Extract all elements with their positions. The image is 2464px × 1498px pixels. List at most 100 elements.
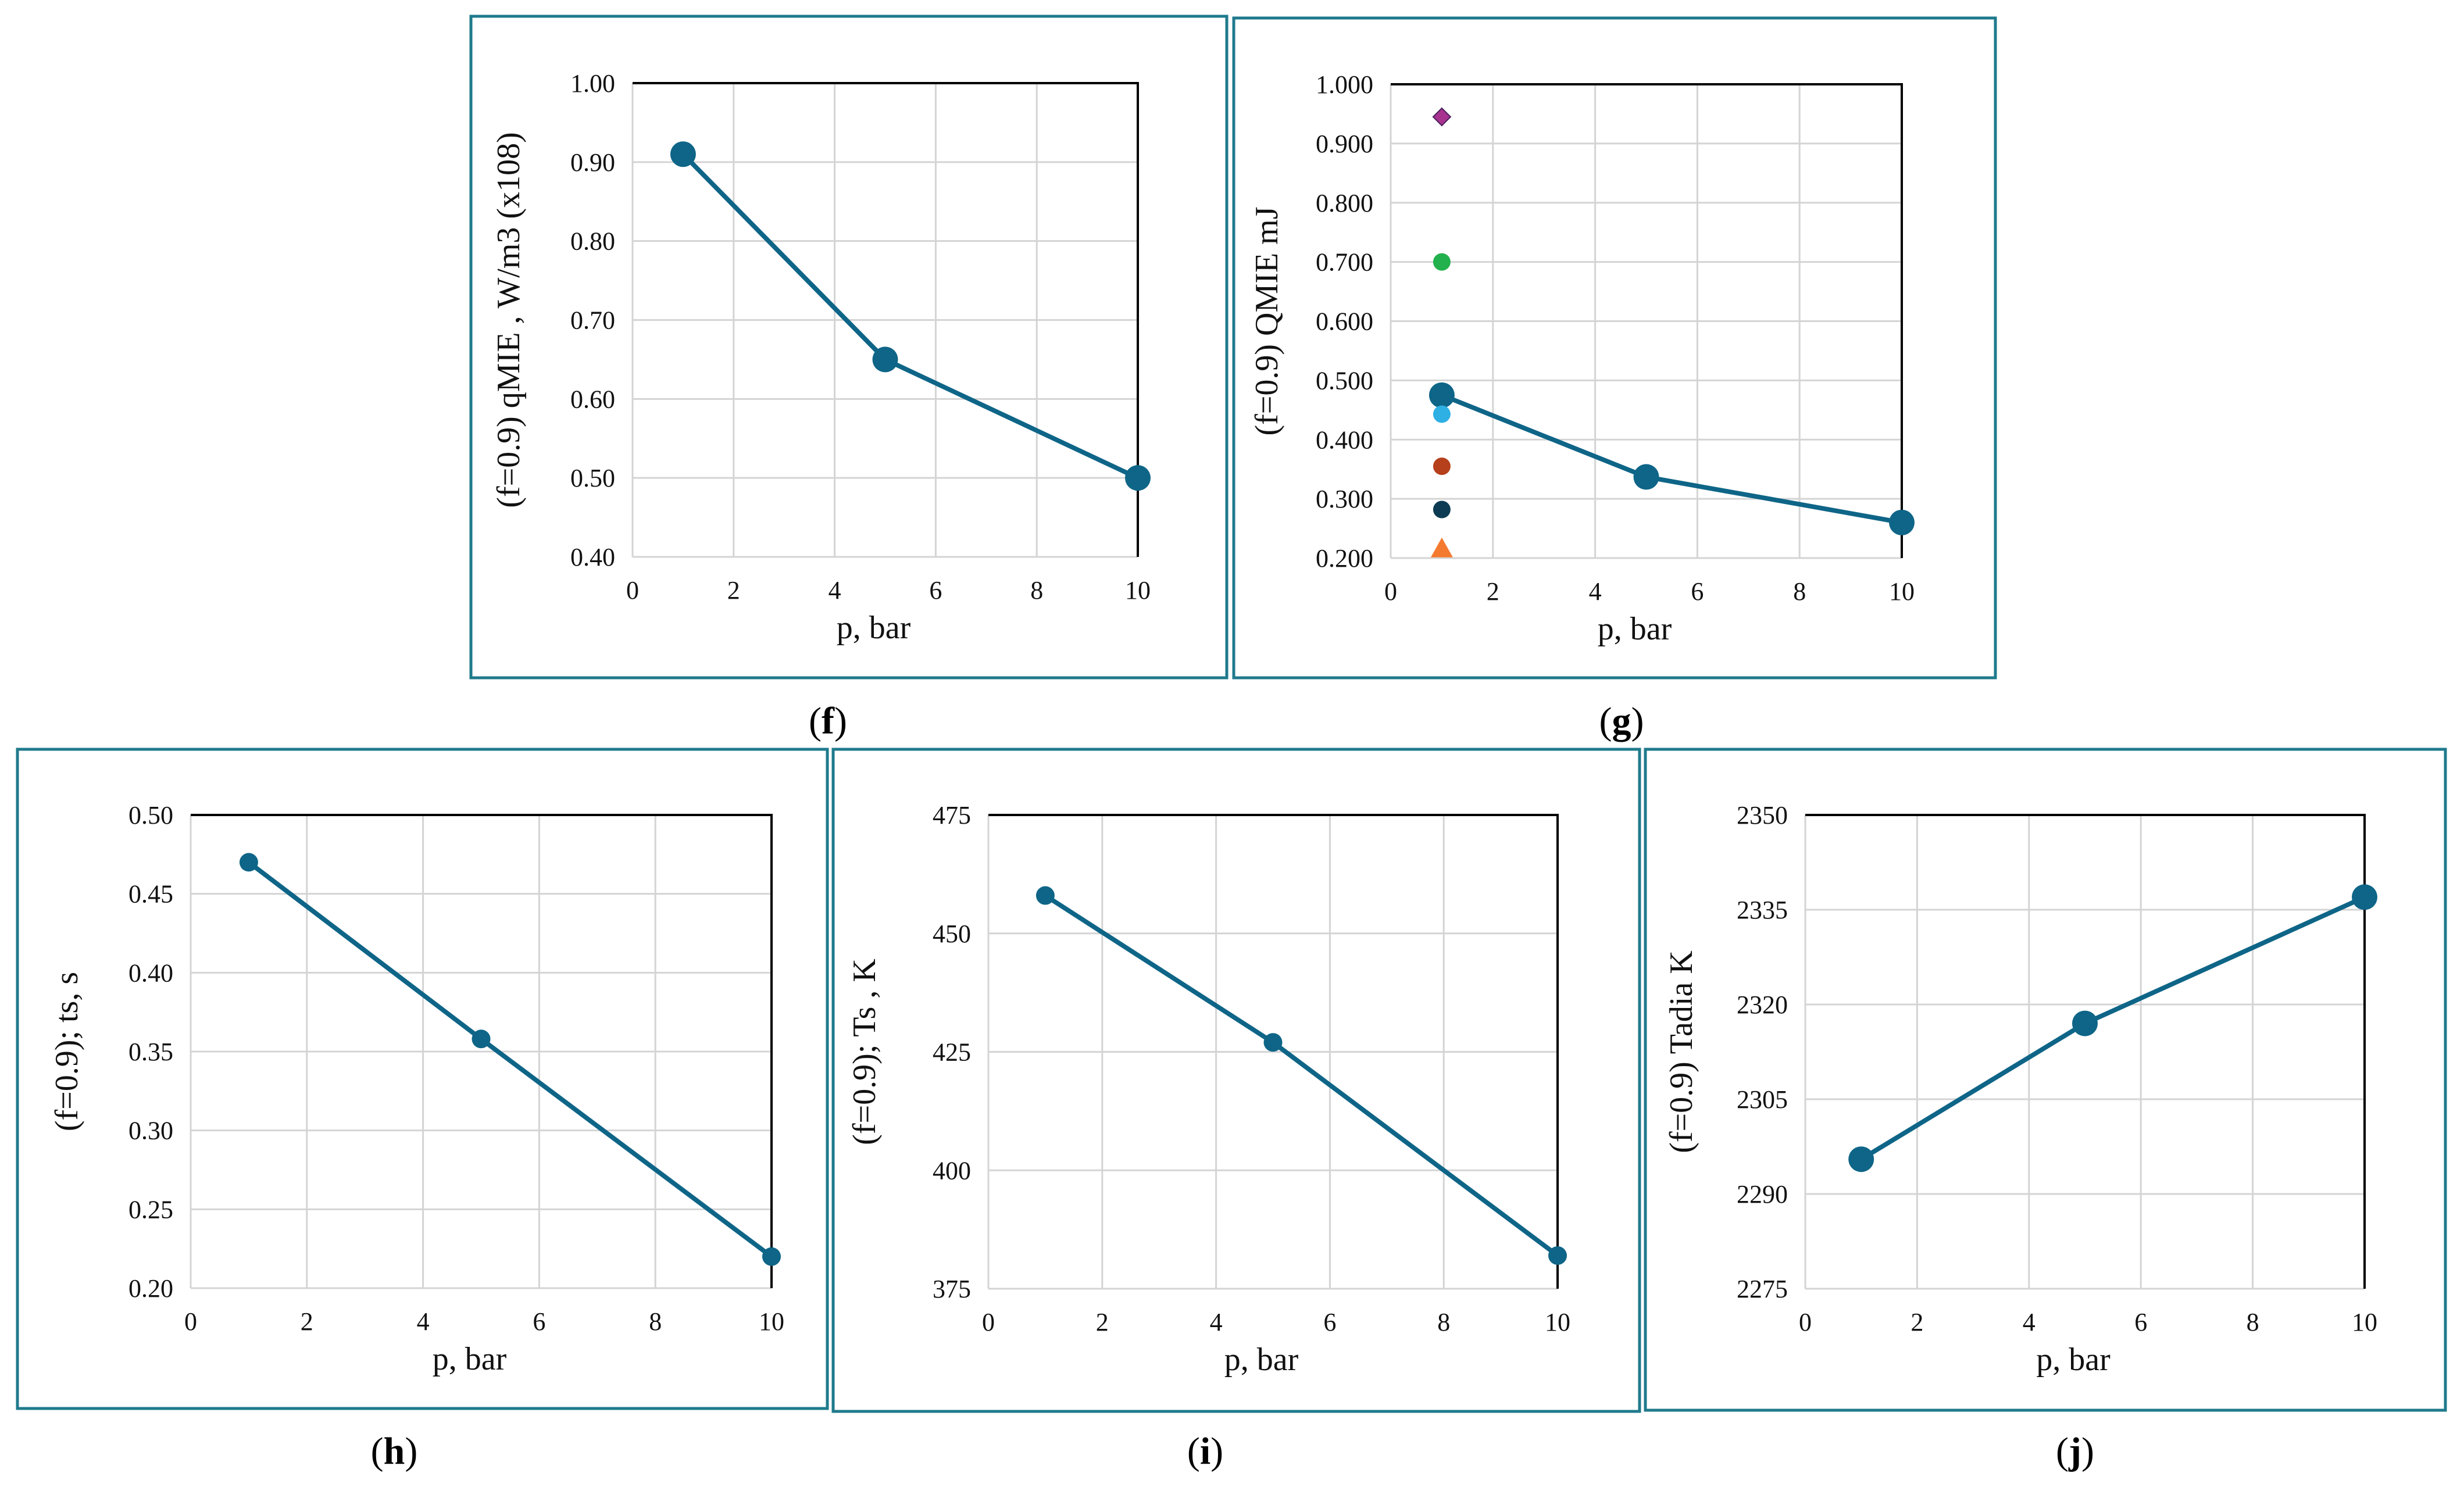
y-tick-label: 2275 xyxy=(1737,1275,1788,1303)
data-point xyxy=(1889,509,1915,535)
chart-panel-g: 0.200 0.300 0.400 0.500 0.600 0.700 0.800 0.900… xyxy=(1232,16,1997,742)
x-axis-label: p, bar xyxy=(433,1341,507,1377)
panel-frame xyxy=(1232,16,1997,680)
x-tick-label: 10 xyxy=(1889,577,1915,606)
x-tick-label: 0 xyxy=(1799,1308,1812,1336)
data-point xyxy=(670,141,696,167)
x-tick-label: 8 xyxy=(1793,577,1806,606)
y-tick-label: 0.25 xyxy=(128,1195,173,1224)
chart-panel-f: 0.40 0.50 0.60 0.70 0.80 0.90 1.00 0 2 4 6 8 10 p, ba… xyxy=(469,15,1229,742)
y-tick-label: 0.400 xyxy=(1316,426,1373,454)
x-tick-label: 6 xyxy=(1691,577,1704,606)
y-tick-label: 375 xyxy=(933,1275,971,1303)
y-tick-label: 425 xyxy=(933,1038,971,1067)
panel-frame xyxy=(831,748,1641,1413)
y-tick-label: 2305 xyxy=(1737,1085,1788,1114)
y-tick-label: 1.000 xyxy=(1316,70,1373,99)
chart-panel-j: 2275 2290 2305 2320 2335 2350 0 2 4 6 8 10 p, bar (f=… xyxy=(1644,748,2447,1472)
x-tick-label: 2 xyxy=(1911,1308,1923,1336)
y-axis-label: (f=0.9); ts, s xyxy=(49,972,85,1131)
data-point xyxy=(2352,884,2377,910)
y-axis-label: (f=0.9) QMIE mJ xyxy=(1249,207,1285,436)
x-tick-label: 6 xyxy=(929,576,942,605)
y-tick-label: 450 xyxy=(933,920,971,948)
panel-tag: (g) xyxy=(1599,700,1644,742)
data-point xyxy=(1125,465,1151,491)
y-tick-label: 0.300 xyxy=(1316,485,1373,513)
chart-panel-h: 0.20 0.25 0.30 0.35 0.40 0.45 0.50 0 2 4 6 8 10 p, ba… xyxy=(16,748,829,1472)
y-tick-label: 0.30 xyxy=(128,1117,173,1145)
data-point xyxy=(2072,1010,2098,1036)
y-tick-label: 0.50 xyxy=(128,801,173,830)
x-tick-label: 2 xyxy=(301,1307,313,1336)
x-tick-label: 10 xyxy=(759,1307,784,1336)
y-tick-label: 0.70 xyxy=(570,306,615,335)
plot-border xyxy=(1391,83,1903,558)
data-point xyxy=(472,1029,491,1049)
x-tick-label: 4 xyxy=(829,576,841,605)
y-tick-label: 2350 xyxy=(1737,801,1788,830)
data-point xyxy=(872,346,898,373)
y-axis-label: (f=0.9) Tadia K xyxy=(1663,950,1699,1153)
y-tick-label: 0.500 xyxy=(1316,366,1373,395)
x-tick-label: 8 xyxy=(2247,1308,2259,1336)
panel-frame xyxy=(469,15,1229,680)
extra-point-circle xyxy=(1433,253,1451,271)
y-tick-label: 0.45 xyxy=(128,880,173,909)
data-point xyxy=(1429,382,1455,408)
data-point xyxy=(1548,1246,1567,1265)
plot-border xyxy=(988,814,1559,1289)
extra-point-circle xyxy=(1433,405,1451,423)
x-tick-label: 6 xyxy=(2134,1308,2147,1336)
extra-point-diamond xyxy=(1432,107,1452,127)
panel-tag: (f) xyxy=(809,700,847,742)
y-tick-label: 0.60 xyxy=(570,385,615,413)
plot-border xyxy=(633,82,1139,557)
extra-point-triangle xyxy=(1430,537,1453,557)
y-tick-label: 2335 xyxy=(1737,896,1788,924)
plot-border xyxy=(191,814,773,1288)
x-axis-label: p, bar xyxy=(837,610,911,646)
data-point xyxy=(1633,464,1659,490)
y-tick-label: 0.90 xyxy=(570,148,615,177)
y-tick-label: 1.00 xyxy=(570,69,615,98)
data-point xyxy=(1848,1146,1874,1172)
x-tick-label: 0 xyxy=(184,1307,197,1336)
x-tick-label: 4 xyxy=(1589,577,1602,606)
y-tick-label: 2290 xyxy=(1737,1180,1788,1209)
x-tick-label: 10 xyxy=(1125,576,1151,605)
x-tick-label: 4 xyxy=(417,1307,430,1336)
x-axis-label: p, bar xyxy=(2036,1342,2111,1378)
x-tick-label: 10 xyxy=(2352,1308,2377,1336)
y-tick-label: 0.50 xyxy=(570,464,615,492)
y-tick-label: 0.800 xyxy=(1316,189,1373,217)
y-tick-label: 0.40 xyxy=(128,959,173,987)
data-point xyxy=(1035,886,1055,905)
y-tick-label: 400 xyxy=(933,1156,971,1185)
x-tick-label: 6 xyxy=(1323,1308,1336,1336)
data-point xyxy=(762,1247,781,1266)
x-tick-label: 2 xyxy=(727,576,740,605)
panel-tag: (j) xyxy=(2056,1430,2094,1472)
y-tick-label: 2320 xyxy=(1737,991,1788,1019)
data-point xyxy=(1263,1033,1283,1052)
y-axis-label: (f=0.9) qMIE , W/m3 (x108) xyxy=(491,132,527,507)
x-tick-label: 10 xyxy=(1545,1308,1570,1336)
y-tick-label: 0.900 xyxy=(1316,130,1373,158)
x-axis-label: p, bar xyxy=(1598,611,1672,647)
y-tick-label: 0.80 xyxy=(570,227,615,256)
panel-tag: (i) xyxy=(1187,1430,1223,1472)
x-tick-label: 8 xyxy=(649,1307,662,1336)
x-tick-label: 2 xyxy=(1487,577,1499,606)
extra-point-circle xyxy=(1433,500,1451,519)
panel-tag: (h) xyxy=(371,1430,418,1472)
y-tick-label: 0.600 xyxy=(1316,308,1373,336)
y-tick-label: 0.20 xyxy=(128,1274,173,1303)
y-axis-label: (f=0.9); Ts , K xyxy=(847,959,883,1145)
y-tick-label: 0.700 xyxy=(1316,248,1373,277)
plot-border xyxy=(1805,814,2366,1289)
data-point xyxy=(239,853,258,872)
panel-frame xyxy=(1644,748,2447,1412)
x-tick-label: 2 xyxy=(1096,1308,1109,1336)
